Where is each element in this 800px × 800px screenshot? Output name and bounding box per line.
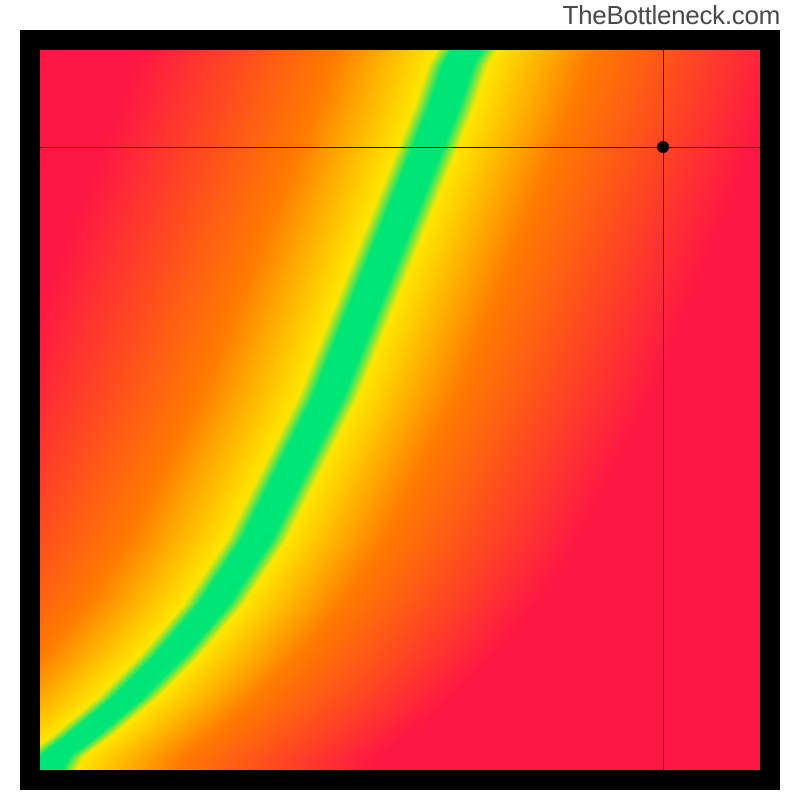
watermark-text: TheBottleneck.com: [563, 0, 780, 31]
heatmap-canvas: [40, 50, 760, 770]
plot-frame: [20, 30, 780, 790]
chart-container: TheBottleneck.com: [0, 0, 800, 800]
marker-point: [657, 141, 669, 153]
crosshair-vertical: [663, 50, 664, 770]
crosshair-horizontal: [40, 147, 760, 148]
